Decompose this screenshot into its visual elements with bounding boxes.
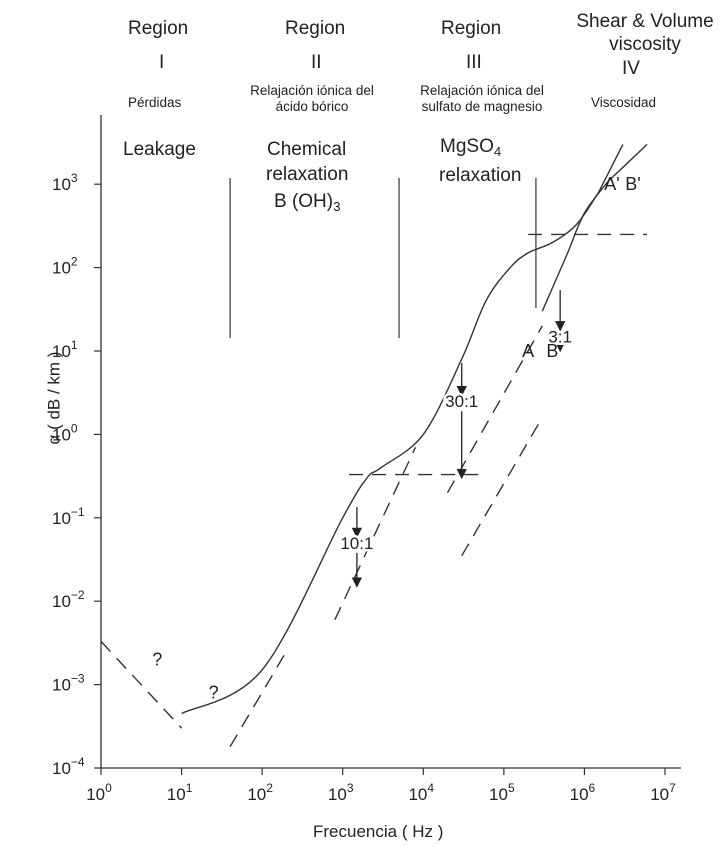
dashed-asymptote-line [100,640,183,729]
attenuation-curve-line [541,180,610,312]
curve-label: B' [625,174,640,194]
chart-axes [94,115,681,775]
chart-annotations: ?? 10:1 30:1 3:1 A B A' B' [152,174,640,702]
x-tick-label: 101 [167,781,193,804]
region-3-title: Region [441,18,502,39]
y-tick-label: 10−3 [52,672,85,695]
region-3-numeral: III [466,52,482,73]
y-tick-label: 103 [52,171,78,194]
x-tick-label: 107 [650,781,676,804]
region-3-english-2: relaxation [439,165,522,186]
region-2-english-1: Chemical [267,139,347,160]
ratio-label: 3:1 [548,327,572,346]
y-tick-label: 10−2 [52,588,85,611]
region-2-english-3: B (OH)3 [274,191,341,218]
attenuation-curve-line [181,191,600,715]
x-tick-label: 106 [570,781,596,804]
region-2-numeral: II [311,52,322,73]
curve-label: A [522,341,534,361]
x-tick-label: 102 [247,781,273,804]
tick-labels: 100 101 102 103 104 105 106 107 10−4 10−3 10−2 10−1… [52,171,676,804]
ratio-label: 10:1 [340,534,373,553]
y-axis-label: α ( dB / km ) [44,351,64,445]
y-tick-label: 10−1 [52,505,85,528]
region-4-title: Shear & Volume viscosity [576,11,714,55]
region-2-spanish: Relajación iónica del ácido bórico [250,83,374,114]
y-tick-label: 102 [52,255,78,278]
x-tick-label: 104 [408,781,434,804]
region-boundaries [229,178,537,338]
region-1-spanish: Pérdidas [128,95,182,110]
chart-series [100,143,648,748]
region-2-title: Region [285,18,346,39]
dashed-asymptote-line [334,447,417,620]
dashed-asymptote-line [461,417,543,557]
region-1-title: Region [128,18,189,39]
region-4-spanish: Viscosidad [591,95,657,110]
region-1-numeral: I [159,52,165,73]
boric-formula: B (OH)3 [274,191,341,214]
curve-label: B [546,341,558,361]
y-tick-label: 10−4 [52,755,85,778]
dashed-asymptote-line [229,651,288,748]
region-2-english-2: relaxation [266,164,349,185]
x-tick-label: 100 [86,781,112,804]
region-4-numeral: IV [622,58,640,79]
x-axis-label: Frecuencia ( Hz ) [313,822,444,841]
attenuation-curve-line [608,143,648,182]
ratio-label: 30:1 [445,392,478,411]
curve-label: ? [209,683,219,703]
mgso4-formula: MgSO4 [440,136,502,159]
dashed-asymptote-line [446,325,543,494]
attenuation-curve-line [597,144,624,193]
curve-label: A' [604,174,619,194]
curve-label: ? [152,649,162,669]
region-3-english-1: MgSO4 [440,136,501,163]
region-3-spanish: Relajación iónica del sulfato de magnesi… [420,83,544,114]
region-1-english: Leakage [123,139,196,160]
x-tick-label: 103 [328,781,354,804]
x-tick-label: 105 [489,781,515,804]
